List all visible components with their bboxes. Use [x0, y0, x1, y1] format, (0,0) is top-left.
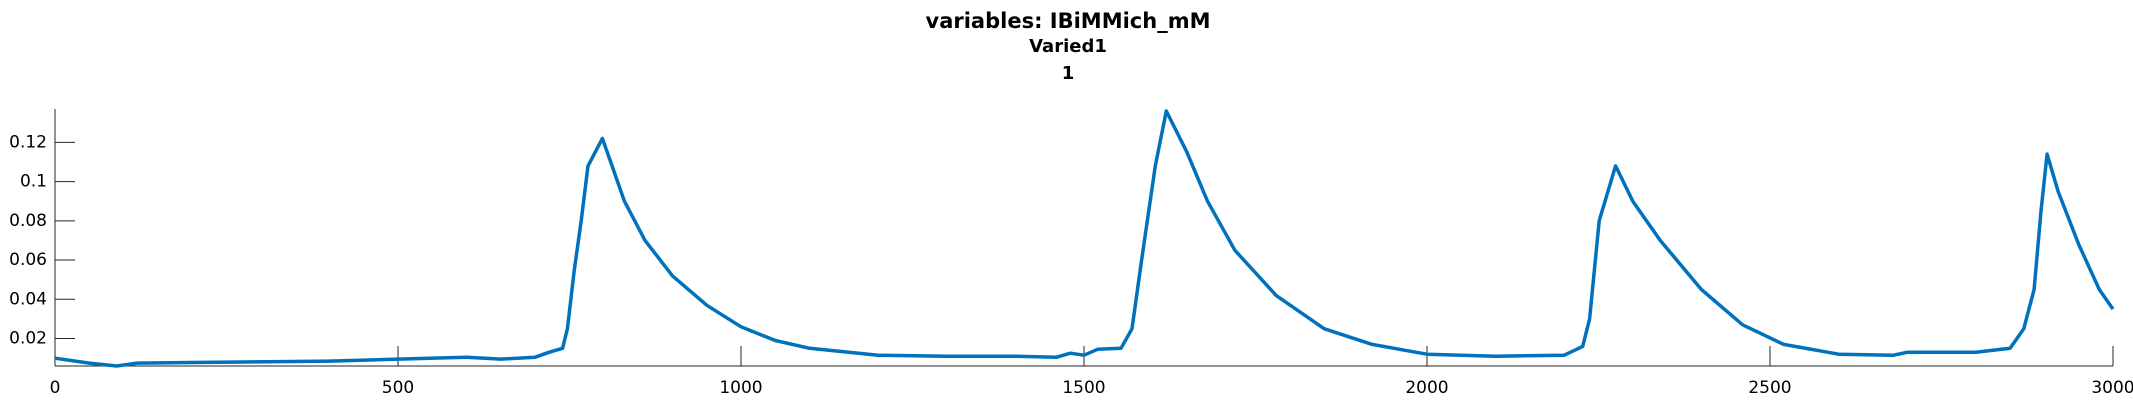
- data-line: [54, 109, 2115, 368]
- x-tick-label: 0: [50, 378, 61, 398]
- y-tick-label: 0.02: [9, 329, 47, 349]
- x-tick-label: 1500: [1062, 378, 1105, 398]
- y-tick-label: 0.08: [9, 211, 47, 231]
- x-tick-label: 2500: [1748, 378, 1791, 398]
- y-tick-label: 0.12: [9, 132, 47, 152]
- y-tick-label: 0.04: [9, 289, 47, 309]
- x-tick-label: 1000: [719, 378, 762, 398]
- x-tick-label: 500: [382, 378, 414, 398]
- chart-subtitle: Varied1: [1029, 36, 1107, 57]
- y-tick-label: 0.06: [9, 250, 47, 270]
- x-tick-label: 2000: [1405, 378, 1448, 398]
- y-tick-label: 0.1: [20, 172, 47, 192]
- chart-title: variables: IBiMMich_mM: [926, 9, 1211, 33]
- x-tick-label: 3000: [2091, 378, 2133, 398]
- chart-subtitle: 1: [1062, 63, 1075, 84]
